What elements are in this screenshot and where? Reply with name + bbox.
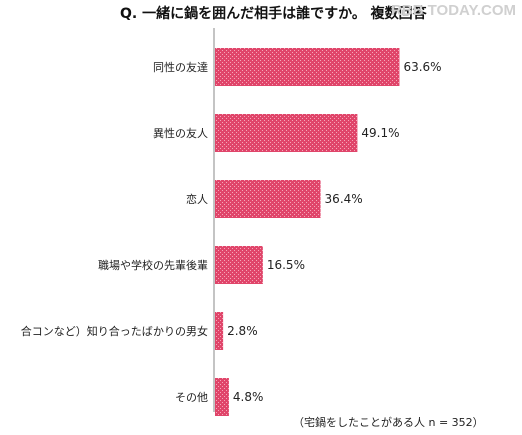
bar <box>215 48 400 86</box>
value-label: 49.1% <box>361 126 399 140</box>
category-label: 職場や学校の先輩後輩 <box>98 258 208 272</box>
value-label: 63.6% <box>403 60 441 74</box>
chart-title: Q. 一緒に鍋を囲んだ相手は誰ですか。 複数回答 <box>120 6 427 22</box>
category-label: 同性の友達 <box>153 60 208 74</box>
value-label: 16.5% <box>267 258 305 272</box>
bars-layer: 同性の友達 63.6% 異性の友人 49.1% 恋人 36.4% 職場や学校の先輩後輩 16.… <box>21 48 442 416</box>
category-label: その他 <box>175 391 208 404</box>
value-label: 36.4% <box>325 192 363 206</box>
value-label: 2.8% <box>227 324 258 338</box>
bar <box>215 114 358 152</box>
sample-size-note: （宅鍋をしたことがある人 n = 352） <box>293 416 484 429</box>
bar <box>215 180 321 218</box>
category-label: 異性の友人 <box>153 126 208 140</box>
category-label: 合コンなど）知り合ったばかりの男女 <box>21 324 208 338</box>
bar <box>215 378 229 416</box>
value-label: 4.8% <box>233 390 263 404</box>
category-label: 恋人 <box>186 192 208 206</box>
bar <box>215 312 224 350</box>
watermark-logo: RBB TODAY.COM <box>390 2 516 19</box>
bar <box>215 246 263 284</box>
